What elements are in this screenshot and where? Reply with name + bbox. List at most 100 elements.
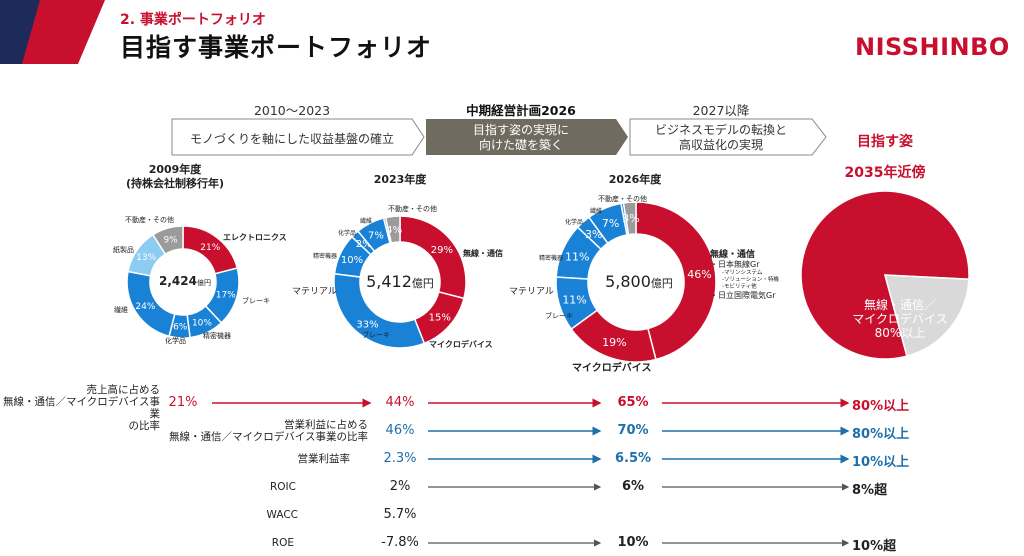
wireless-legend-sub1: -マリンシステム	[722, 270, 763, 276]
chart3-title: 2026年度	[608, 173, 662, 186]
donut1-slice-label-5: 13%	[136, 253, 156, 263]
c3-label-brake: ブレーキ	[545, 312, 573, 320]
donut-chart-2009: 21% 17% 10% 6% 24% 13% 9%	[126, 225, 240, 339]
c2-label-wireless: 無線・通信	[463, 249, 503, 258]
donut-chart-2023: 29% 15% 33% 10% 2%7% 4%	[333, 215, 467, 349]
wireless-legend-sub3: -モビリティ他	[722, 284, 757, 290]
header-accent-bar	[0, 0, 105, 64]
wireless-legend-title: 無線・通信	[710, 250, 756, 260]
donut3-slice-0	[635, 201, 717, 361]
chart2-title: 2023年度	[373, 173, 427, 186]
chart3-center-unit: 億円	[650, 277, 673, 290]
metric-roe-goal: 10%超	[852, 539, 897, 554]
phase2-label-line1: 目指す姿の実現に	[472, 123, 569, 137]
chart2-center: 5,412億円	[355, 272, 445, 291]
metric-roe-2026: 10%	[617, 535, 649, 550]
c3-label-chemical: 化学品	[565, 219, 584, 226]
c3-label-other: 不動産・その他	[598, 195, 647, 203]
metric-label-wacc: WACC	[266, 509, 298, 521]
chart3-center: 5,800億円	[589, 272, 689, 291]
c2-label-microdevice: マイクロデバイス	[429, 340, 493, 349]
donut1-slice-6	[151, 225, 184, 256]
chart2-center-unit: 億円	[411, 277, 434, 290]
donut1-slice-label-6: 9%	[163, 235, 178, 245]
donut3-slice-7	[622, 201, 637, 236]
donut3-slice-label-0: 46%	[687, 268, 711, 281]
donut1-slice-label-1: 17%	[216, 291, 236, 301]
c1-label-electronics: エレクトロニクス	[223, 233, 287, 242]
c1-label-precision: 精密機器	[203, 332, 231, 340]
goal-pie-line3: 80%以上	[874, 326, 926, 340]
phase2-label-line2: 向けた礎を築く	[478, 138, 563, 152]
goal-pie-label: 無線・通信／ マイクロデバイス 80%以上	[830, 298, 970, 340]
donut3-slice-label-2: 11%	[562, 294, 586, 307]
c1-label-chemical: 化学品	[165, 337, 186, 345]
metric-sales-ratio-2023: 44%	[385, 395, 415, 410]
metric-op-profit-ratio-2023: 46%	[385, 423, 415, 438]
metric-arrows	[212, 398, 850, 547]
donut1-slice-label-3: 6%	[173, 323, 188, 333]
donut3-slice-label-3: 11%	[565, 250, 589, 263]
c1-label-textile: 繊維	[114, 306, 128, 314]
metric-wacc-2023: 5.7%	[383, 507, 417, 522]
chart1-subtitle: (持株会社制移行年)	[125, 177, 225, 190]
donut2-slice-label-1: 15%	[429, 313, 451, 324]
donut2-slice-label-5: 7%	[368, 230, 384, 241]
c1-label-other: 不動産・その他	[125, 216, 174, 224]
chart1-center-value: 2,424	[159, 274, 197, 288]
donut-chart-2026: 46% 19% 11% 11% 3%7% 3%	[555, 201, 717, 363]
metric-label-op-profit-ratio: 営業利益に占める 無線・通信／マイクロデバイス事業の比率	[169, 419, 368, 443]
wireless-legend: 無線・通信 ・日本無線Gr -マリンシステム -ソリューション・特機 -モビリテ…	[710, 250, 779, 301]
chart2-center-value: 5,412	[366, 272, 412, 291]
c3-label-material: マテリアル	[509, 287, 554, 297]
donut3-slice-label-1: 19%	[602, 336, 626, 349]
donut2-slice-label-4: 2%	[356, 239, 372, 250]
donut2-slice-label-7: 4%	[386, 225, 402, 236]
goal-subtitle: 2035年近傍	[844, 165, 926, 181]
chart1-center-unit: 億円	[196, 279, 211, 287]
metric-label-op-margin: 営業利益率	[297, 453, 351, 465]
goal-pie-line2: マイクロデバイス	[852, 312, 948, 326]
phase3-label-line2: 高収益化の実現	[678, 138, 763, 152]
wireless-legend-item2: ・日立国際電気Gr	[710, 291, 776, 300]
phase3-label-line1: ビジネスモデルの転換と	[654, 123, 787, 137]
metric-label-sales-ratio: 売上高に占める 無線・通信／マイクロデバイス事業 の比率	[3, 384, 160, 432]
wireless-legend-sub2: -ソリューション・特機	[722, 277, 779, 283]
metric-label-roic: ROIC	[270, 481, 296, 493]
metric-roic-2023: 2%	[389, 479, 411, 494]
goal-title: 目指す姿	[857, 134, 913, 150]
phase-arrows	[171, 118, 827, 156]
metric-op-margin-goal: 10%以上	[852, 455, 910, 470]
metric-label-roe: ROE	[271, 537, 294, 549]
chart1-title-block: 2009年度 (持株会社制移行年)	[110, 163, 240, 191]
donut3-slice-label-4: 3%	[585, 228, 602, 241]
phase2-label: 目指す姿の実現に 向けた礎を築く	[426, 123, 616, 153]
donut2-slice-label-2: 33%	[356, 319, 378, 330]
donut3-slice-label-7: 3%	[622, 212, 639, 225]
phase2-period: 中期経営計画2026	[466, 103, 576, 118]
donut1-slice-label-0: 21%	[200, 243, 220, 253]
metric-sales-ratio-goal: 80%以上	[852, 399, 910, 414]
phase3-period: 2027以降	[692, 103, 750, 118]
metric-sales-ratio-2026: 65%	[617, 395, 649, 410]
c2-label-chemical: 化学品	[338, 230, 357, 237]
section-label: 2. 事業ポートフォリオ	[120, 12, 266, 28]
c2-label-other: 不動産・その他	[388, 205, 437, 213]
chart3-center-value: 5,800	[605, 272, 651, 291]
donut2-slice-label-3: 10%	[341, 255, 363, 266]
metric-op-profit-ratio-goal: 80%以上	[852, 427, 910, 442]
donut3-slice-label-5: 7%	[602, 217, 619, 230]
page-title: 目指す事業ポートフォリオ	[120, 33, 433, 62]
donut1-slice-label-2: 10%	[192, 318, 212, 328]
chart1-center: 2,424億円	[148, 274, 222, 288]
donut2-slice-label-0: 29%	[431, 245, 453, 256]
metric-sales-ratio-2009: 21%	[168, 395, 198, 410]
phase1-period: 2010～2023	[253, 103, 331, 118]
c2-label-textile: 繊維	[360, 218, 373, 225]
metric-op-margin-2026: 6.5%	[614, 451, 652, 466]
goal-pie-line1: 無線・通信／	[863, 298, 936, 312]
metric-op-profit-ratio-2026: 70%	[617, 423, 649, 438]
donut1-slice-label-4: 24%	[135, 302, 155, 312]
donut2-slice-7	[384, 215, 401, 244]
c3-label-microdevice: マイクロデバイス	[572, 363, 652, 374]
